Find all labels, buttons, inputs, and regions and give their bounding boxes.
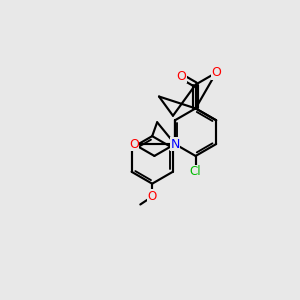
Text: O: O [211, 66, 221, 79]
Text: Cl: Cl [190, 165, 201, 178]
Text: O: O [148, 190, 157, 203]
Text: O: O [176, 70, 186, 83]
Text: N: N [170, 138, 180, 151]
Text: O: O [129, 138, 139, 151]
